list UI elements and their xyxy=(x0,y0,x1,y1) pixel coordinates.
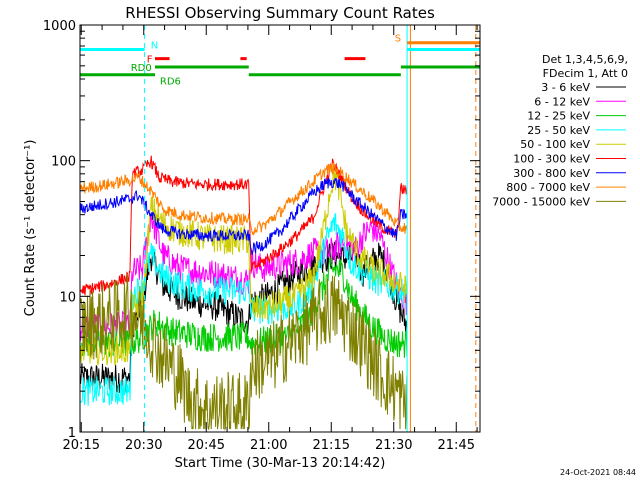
x-axis: 20:15 20:30 20:45 21:00 21:15 21:30 21:45 xyxy=(63,25,478,453)
y-tick-label: 1000 xyxy=(43,19,76,34)
legend-label-1: 3 - 6 keV xyxy=(541,81,590,94)
series-line-7 xyxy=(80,177,408,256)
chart-title: RHESSI Observing Summary Count Rates xyxy=(125,4,435,22)
legend-label-2: 6 - 12 keV xyxy=(534,95,590,108)
plot-area xyxy=(80,25,480,432)
legend: Det 1,3,4,5,6,9,FDecim 1, Att 03 - 6 keV… xyxy=(492,53,628,208)
x-tick-label: 21:15 xyxy=(313,438,350,453)
x-tick-label: 21:45 xyxy=(438,438,475,453)
legend-label-8: 800 - 7000 keV xyxy=(506,181,590,194)
legend-header-1: Det 1,3,4,5,6,9, xyxy=(542,53,628,66)
series-line-8 xyxy=(80,162,408,237)
x-axis-label: Start Time (30-Mar-13 20:14:42) xyxy=(175,456,386,471)
x-tick-label: 21:30 xyxy=(375,438,412,453)
y-tick-label: 1 xyxy=(68,426,76,441)
y-axis-label: Count Rate (s⁻¹ detector⁻¹) xyxy=(23,140,38,317)
plot-frame xyxy=(79,24,481,433)
x-tick-label: 20:45 xyxy=(188,438,225,453)
y-tick-label: 10 xyxy=(59,290,76,305)
timestamp: 24-Oct-2021 08:44 xyxy=(560,468,636,477)
state-label-rd6: RD6 xyxy=(160,77,181,88)
legend-label-7: 300 - 800 keV xyxy=(513,167,590,180)
state-label-s: S xyxy=(395,34,401,45)
legend-label-6: 100 - 300 keV xyxy=(513,153,590,166)
legend-label-4: 25 - 50 keV xyxy=(527,124,590,137)
state-label-rd0: RD0 xyxy=(131,63,152,74)
legend-label-3: 12 - 25 keV xyxy=(527,110,590,123)
state-label-n: N xyxy=(151,40,158,51)
series-line-4 xyxy=(80,213,408,406)
legend-label-5: 50 - 100 keV xyxy=(520,138,590,151)
series-line-6 xyxy=(80,155,408,296)
y-axis: 1 10 100 1000 xyxy=(43,19,480,441)
x-tick-label: 21:00 xyxy=(250,438,287,453)
x-tick-label: 20:15 xyxy=(63,438,100,453)
legend-label-9: 7000 - 15000 keV xyxy=(492,195,590,208)
legend-header-2: FDecim 1, Att 0 xyxy=(543,67,628,80)
y-tick-label: 100 xyxy=(51,155,76,170)
state-label-f: F xyxy=(147,55,153,66)
series-line-3 xyxy=(80,257,408,359)
x-tick-label: 20:30 xyxy=(125,438,162,453)
series-line-9 xyxy=(80,273,408,431)
